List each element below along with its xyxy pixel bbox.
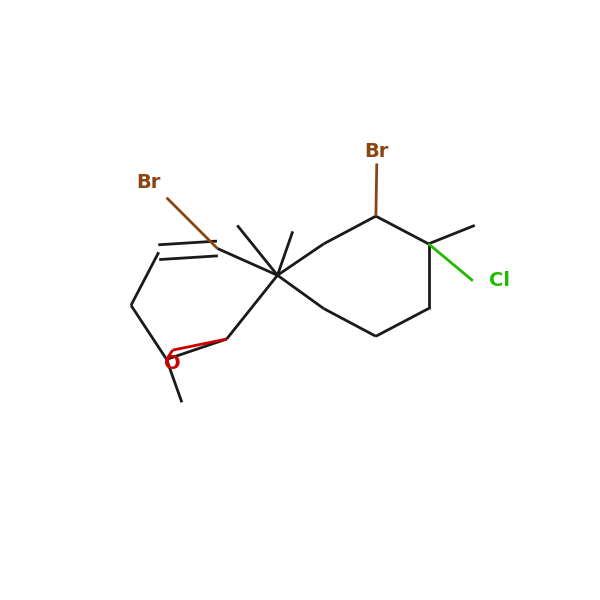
Text: Br: Br	[136, 173, 160, 193]
Text: Br: Br	[365, 142, 389, 161]
Text: Cl: Cl	[488, 271, 509, 290]
Text: O: O	[164, 353, 181, 373]
